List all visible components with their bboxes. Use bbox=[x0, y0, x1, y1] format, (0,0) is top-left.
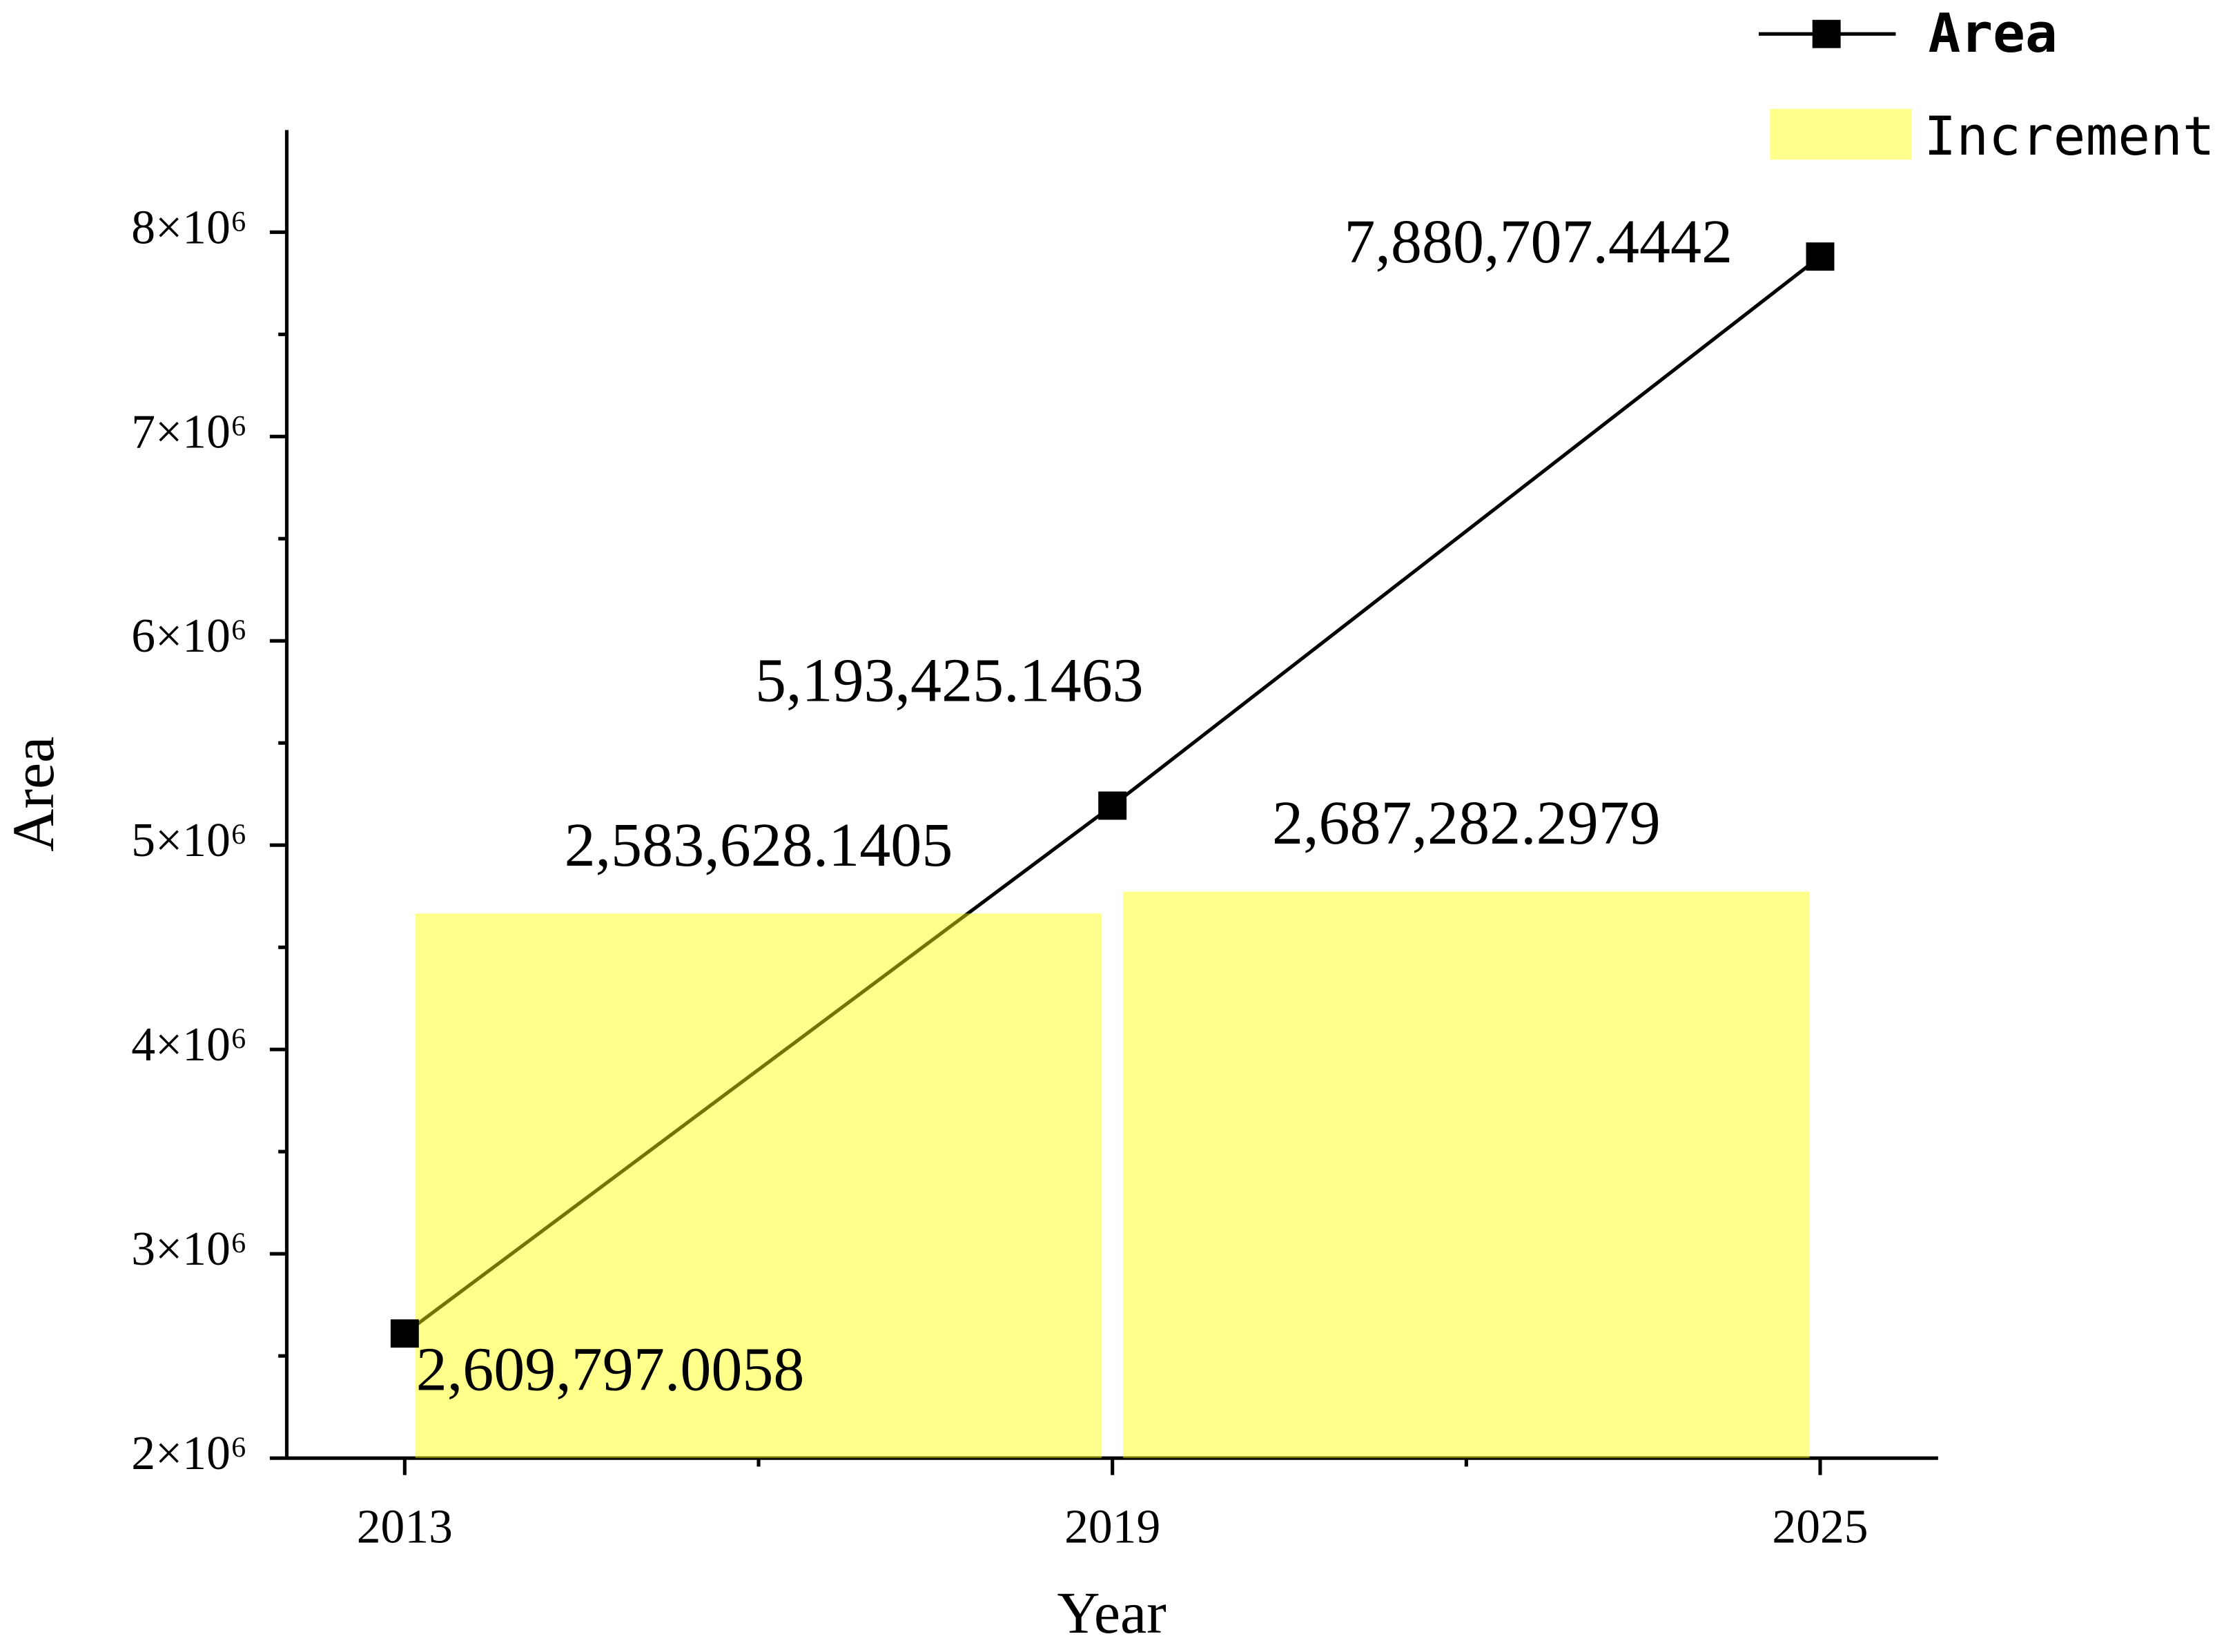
y-axis-label: Area bbox=[0, 737, 66, 852]
y-tick-label: 8×10⁶ bbox=[131, 201, 247, 254]
y-tick-label: 5×10⁶ bbox=[131, 814, 247, 867]
area-marker bbox=[1806, 242, 1835, 271]
area-marker bbox=[390, 1319, 419, 1348]
bar-value-label: 2,687,282.2979 bbox=[1272, 789, 1661, 857]
legend-label: Area bbox=[1929, 3, 2058, 65]
legend-label: Increment bbox=[1924, 106, 2214, 168]
increment-bar bbox=[1123, 891, 1810, 1459]
point-value-label: 7,880,707.4442 bbox=[1344, 208, 1733, 276]
legend-marker bbox=[1812, 19, 1841, 48]
y-tick-label: 2×10⁶ bbox=[131, 1427, 247, 1480]
y-tick-label: 4×10⁶ bbox=[131, 1018, 247, 1071]
increment-bar bbox=[415, 913, 1102, 1459]
x-tick-label: 2025 bbox=[1772, 1501, 1868, 1554]
point-value-label: 2,609,797.0058 bbox=[416, 1336, 805, 1404]
x-axis-label: Year bbox=[1057, 1580, 1166, 1646]
y-tick-label: 3×10⁶ bbox=[131, 1223, 247, 1276]
bar-value-label: 2,583,628.1405 bbox=[565, 811, 953, 880]
area-marker bbox=[1098, 791, 1127, 820]
x-tick-label: 2013 bbox=[357, 1501, 453, 1554]
y-tick-label: 6×10⁶ bbox=[131, 610, 247, 663]
point-value-label: 5,193,425.1463 bbox=[755, 647, 1144, 715]
legend-swatch bbox=[1770, 108, 1911, 160]
y-tick-label: 7×10⁶ bbox=[131, 405, 247, 458]
x-tick-label: 2019 bbox=[1064, 1501, 1160, 1554]
